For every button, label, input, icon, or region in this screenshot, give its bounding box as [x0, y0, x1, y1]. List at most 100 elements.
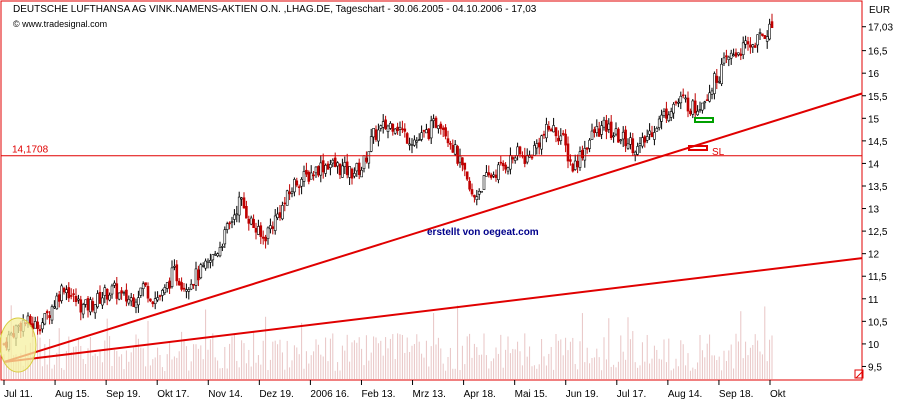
candle-body: [103, 287, 107, 296]
watermark-text: erstellt von oegeat.com: [427, 227, 539, 238]
x-tick-label: Dez 19.: [259, 389, 293, 400]
candle-body: [686, 97, 690, 112]
candle-body: [362, 155, 366, 169]
candle-body: [698, 109, 702, 111]
candle-body: [43, 313, 47, 325]
x-tick-label: 2006 16.: [310, 389, 349, 400]
candle-body: [410, 144, 414, 146]
candle-body: [336, 162, 339, 167]
x-tick-label: Mai 15.: [515, 389, 548, 400]
candle-body: [533, 145, 536, 156]
candle-body: [348, 166, 351, 178]
candle-body: [573, 160, 577, 170]
candle-body: [170, 267, 174, 287]
candle-body: [674, 101, 678, 104]
candle-body: [566, 143, 570, 162]
candle-body: [360, 169, 363, 178]
candle-body: [38, 329, 42, 332]
candle-body: [408, 143, 411, 146]
candle-body: [245, 205, 248, 219]
candle-body: [696, 110, 699, 116]
y-unit-label: EUR: [869, 5, 890, 16]
candle-body: [223, 229, 227, 245]
candle-body: [413, 139, 416, 146]
candle-body: [365, 157, 368, 162]
candle-body: [494, 174, 498, 178]
y-tick-label: 16,5: [868, 47, 888, 58]
trend-line: [3, 92, 863, 363]
candle-body: [564, 133, 567, 146]
candle-body: [33, 321, 37, 329]
candle-body: [751, 44, 755, 48]
candle-body: [65, 289, 68, 294]
candle-body: [77, 298, 80, 301]
candle-body: [89, 299, 92, 313]
candle-body: [689, 110, 692, 115]
candle-body: [233, 214, 236, 220]
candle-body: [434, 117, 438, 128]
y-tick-label: 15: [868, 114, 880, 125]
candle-body: [168, 280, 171, 289]
candle-body: [379, 125, 383, 129]
candle-body: [187, 289, 191, 292]
horizontal-level-label: 14,1708: [12, 145, 49, 156]
candle-body: [74, 295, 78, 303]
candle-body: [581, 149, 584, 159]
resize-handle-icon[interactable]: [854, 369, 864, 379]
candle-body: [523, 155, 527, 164]
candle-body: [590, 130, 594, 140]
candle-body: [144, 282, 147, 286]
candle-body: [374, 129, 378, 140]
candle-body: [297, 186, 301, 188]
candle-body: [353, 173, 356, 177]
candle-body: [134, 301, 138, 309]
candle-body: [595, 126, 599, 134]
volume-layer: [3, 305, 773, 379]
candle-body: [456, 146, 459, 164]
candle-body: [753, 45, 757, 48]
y-tick-label: 10: [868, 340, 880, 351]
candle-body: [230, 221, 234, 223]
candle-body: [163, 287, 167, 294]
y-tick-label: 14: [868, 159, 880, 170]
candle-body: [53, 306, 56, 309]
candle-body: [321, 160, 325, 173]
candle-body: [355, 163, 359, 172]
candle-body: [636, 146, 639, 155]
sl-marker: [688, 145, 708, 151]
candle-body: [761, 33, 764, 36]
candle-body: [312, 174, 315, 177]
candle-body: [427, 128, 431, 140]
candle-body: [324, 165, 327, 174]
candle-body: [108, 294, 111, 301]
candle-body: [504, 164, 507, 170]
candle-body: [557, 137, 560, 142]
candle-body: [369, 136, 373, 152]
candle-body: [173, 266, 176, 268]
candle-body: [113, 282, 116, 286]
candle-body: [492, 174, 495, 177]
candle-body: [326, 163, 330, 170]
candle-body: [209, 260, 212, 263]
candle-body: [211, 254, 215, 261]
x-tick-label: Mrz 13.: [413, 389, 446, 400]
candle-body: [293, 179, 296, 193]
y-tick-label: 10,5: [868, 317, 888, 328]
candle-body: [101, 297, 104, 306]
candle-body: [477, 190, 481, 195]
candle-body: [655, 127, 659, 132]
candle-body: [69, 295, 73, 297]
trend-line: [3, 257, 863, 363]
plot-frame: [0, 0, 863, 381]
candle-body: [693, 100, 697, 114]
grid-and-ticks: 9,5 10 10,5 11 11,5 12 12,5 13 13,5 14 14,5 15 15,5 1…: [3, 23, 893, 400]
candle-body: [218, 247, 222, 257]
x-tick-label: Sep 19.: [106, 389, 140, 400]
candle-body: [501, 162, 505, 167]
candle-body: [67, 287, 71, 299]
candle-body: [626, 143, 630, 149]
candle-body: [446, 138, 450, 144]
candle-body: [288, 191, 291, 195]
y-tick-label: 9,5: [868, 362, 882, 373]
